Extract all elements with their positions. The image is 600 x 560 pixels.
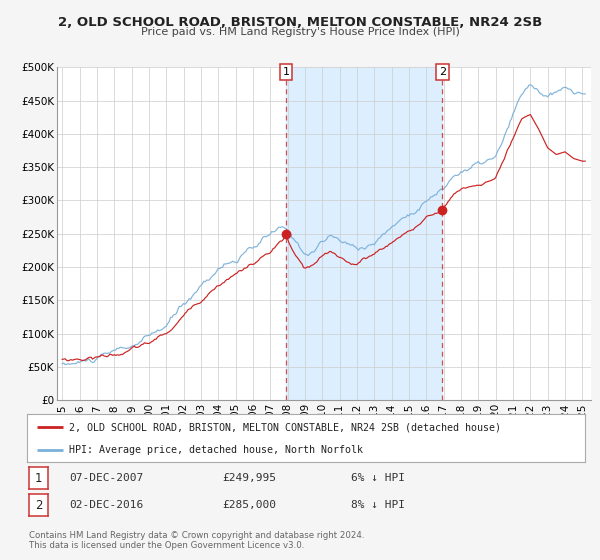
Text: 8% ↓ HPI: 8% ↓ HPI	[351, 500, 405, 510]
Text: 2: 2	[35, 498, 42, 512]
Text: 2, OLD SCHOOL ROAD, BRISTON, MELTON CONSTABLE, NR24 2SB: 2, OLD SCHOOL ROAD, BRISTON, MELTON CONS…	[58, 16, 542, 29]
Text: £285,000: £285,000	[222, 500, 276, 510]
Text: 2: 2	[439, 67, 446, 77]
Text: 2, OLD SCHOOL ROAD, BRISTON, MELTON CONSTABLE, NR24 2SB (detached house): 2, OLD SCHOOL ROAD, BRISTON, MELTON CONS…	[69, 422, 501, 432]
Text: 1: 1	[35, 472, 42, 485]
Text: HPI: Average price, detached house, North Norfolk: HPI: Average price, detached house, Nort…	[69, 445, 363, 455]
Text: Price paid vs. HM Land Registry's House Price Index (HPI): Price paid vs. HM Land Registry's House …	[140, 27, 460, 37]
Text: Contains HM Land Registry data © Crown copyright and database right 2024.: Contains HM Land Registry data © Crown c…	[29, 531, 364, 540]
Text: This data is licensed under the Open Government Licence v3.0.: This data is licensed under the Open Gov…	[29, 541, 304, 550]
Text: £249,995: £249,995	[222, 473, 276, 483]
Text: 07-DEC-2007: 07-DEC-2007	[69, 473, 143, 483]
Bar	[286, 67, 442, 400]
Text: 1: 1	[283, 67, 290, 77]
Text: 02-DEC-2016: 02-DEC-2016	[69, 500, 143, 510]
Text: 6% ↓ HPI: 6% ↓ HPI	[351, 473, 405, 483]
